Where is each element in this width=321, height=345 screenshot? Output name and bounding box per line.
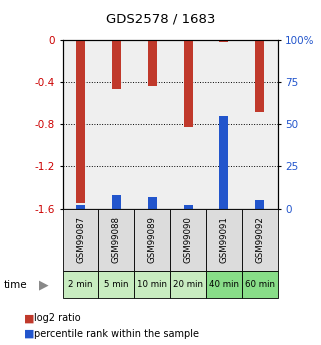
Text: percentile rank within the sample: percentile rank within the sample xyxy=(34,329,199,338)
Text: 2 min: 2 min xyxy=(68,280,93,289)
Bar xyxy=(170,271,206,298)
Bar xyxy=(99,209,134,271)
Bar xyxy=(63,271,99,298)
Bar xyxy=(220,116,228,209)
Bar xyxy=(220,40,228,42)
Bar xyxy=(148,40,157,86)
Bar xyxy=(134,209,170,271)
Bar xyxy=(206,209,242,271)
Text: 20 min: 20 min xyxy=(173,280,203,289)
Bar xyxy=(184,205,193,209)
Text: ■: ■ xyxy=(24,314,35,323)
Bar xyxy=(76,205,85,209)
Text: GSM99092: GSM99092 xyxy=(255,216,264,263)
Text: GDS2578 / 1683: GDS2578 / 1683 xyxy=(106,12,215,26)
Text: GSM99088: GSM99088 xyxy=(112,216,121,263)
Bar xyxy=(134,271,170,298)
Bar xyxy=(242,209,278,271)
Text: 60 min: 60 min xyxy=(245,280,275,289)
Bar xyxy=(255,40,264,111)
Bar xyxy=(206,271,242,298)
Text: 10 min: 10 min xyxy=(137,280,167,289)
Bar xyxy=(112,195,121,209)
Text: GSM99090: GSM99090 xyxy=(184,216,193,263)
Bar xyxy=(112,40,121,89)
Text: GSM99089: GSM99089 xyxy=(148,216,157,263)
Text: ■: ■ xyxy=(24,329,35,338)
Bar xyxy=(63,209,99,271)
Text: 40 min: 40 min xyxy=(209,280,239,289)
Bar xyxy=(99,271,134,298)
Text: ▶: ▶ xyxy=(39,278,48,291)
Bar xyxy=(170,209,206,271)
Text: log2 ratio: log2 ratio xyxy=(34,314,80,323)
Bar xyxy=(255,200,264,209)
Bar xyxy=(148,197,157,209)
Bar xyxy=(76,40,85,204)
Text: GSM99091: GSM99091 xyxy=(219,216,229,263)
Bar xyxy=(242,271,278,298)
Bar xyxy=(184,40,193,127)
Text: 5 min: 5 min xyxy=(104,280,129,289)
Text: GSM99087: GSM99087 xyxy=(76,216,85,263)
Text: time: time xyxy=(3,280,27,289)
